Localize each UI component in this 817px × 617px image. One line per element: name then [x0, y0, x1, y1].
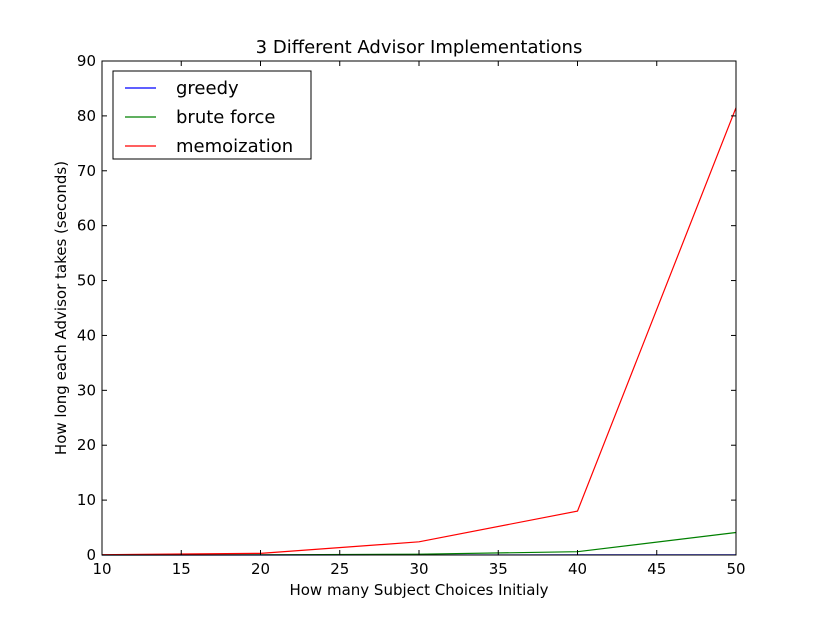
legend: greedy brute force memoization	[112, 70, 312, 160]
x-tick-label: 50	[726, 560, 745, 578]
x-tick-label: 40	[568, 560, 587, 578]
y-tick-label: 10	[77, 491, 96, 509]
chart-title: 3 Different Advisor Implementations	[256, 37, 583, 58]
y-tick-labels: 0 10 20 30 40 50 60 70 80 90	[77, 52, 96, 564]
x-tick-label: 10	[92, 560, 111, 578]
x-tick-label: 20	[251, 560, 270, 578]
y-tick-label: 60	[77, 217, 96, 235]
y-axis-label: How long each Advisor takes (seconds)	[52, 161, 70, 455]
y-tick-label: 30	[77, 381, 96, 399]
y-tick-label: 80	[77, 107, 96, 125]
x-axis-label: How many Subject Choices Initialy	[289, 581, 548, 599]
series-line-memoization	[101, 107, 737, 556]
x-tick-labels: 10 15 20 25 30 35 40 45 50	[92, 560, 745, 578]
legend-items: greedy brute force memoization	[125, 78, 293, 157]
y-tick-label: 70	[77, 162, 96, 180]
y-tick-label: 50	[77, 272, 96, 290]
y-tick-label: 20	[77, 436, 96, 454]
x-tick-label: 45	[647, 560, 666, 578]
y-tick-label: 40	[77, 326, 96, 344]
legend-label-memoization: memoization	[176, 136, 293, 157]
y-tick-label: 0	[86, 546, 96, 564]
y-tick-label: 90	[77, 52, 96, 70]
legend-label-greedy: greedy	[176, 78, 239, 99]
legend-box	[112, 70, 312, 160]
plot-frame	[101, 60, 737, 556]
x-tick-label: 35	[489, 560, 508, 578]
legend-label-brute-force: brute force	[176, 107, 275, 128]
x-tick-label: 30	[409, 560, 428, 578]
x-tick-label: 15	[172, 560, 191, 578]
x-tick-label: 25	[330, 560, 349, 578]
